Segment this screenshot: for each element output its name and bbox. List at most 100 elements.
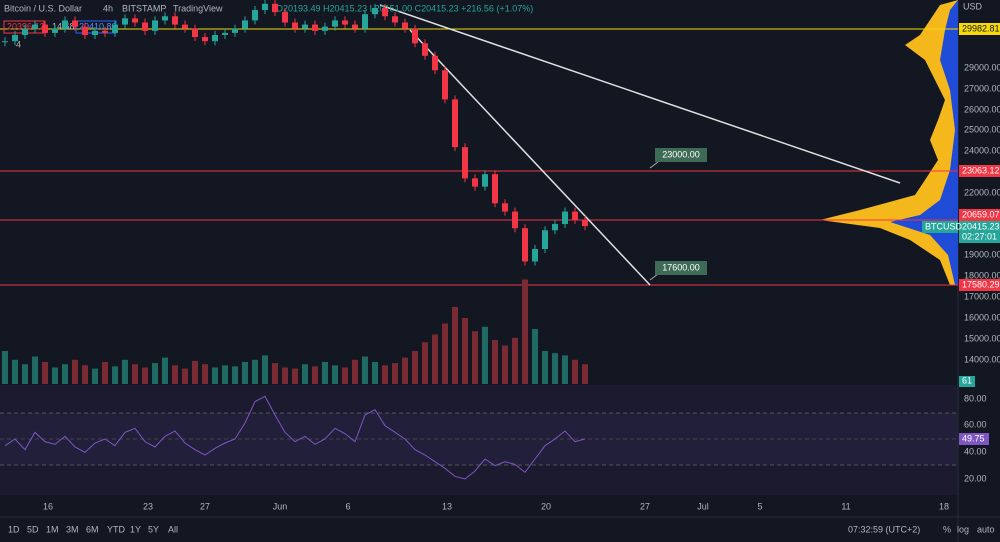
buy-price[interactable]: 20410.80 bbox=[79, 21, 117, 31]
time-tick: 5 bbox=[757, 501, 762, 511]
candle bbox=[222, 32, 228, 35]
volume-bar bbox=[202, 364, 208, 384]
rsi-tick: 20.00 bbox=[964, 473, 987, 483]
candle bbox=[272, 3, 278, 13]
range-button[interactable]: All bbox=[168, 524, 178, 534]
volume-bar bbox=[372, 362, 378, 384]
candle bbox=[362, 14, 368, 29]
volume-bar bbox=[512, 337, 518, 384]
candle bbox=[52, 28, 58, 33]
price-tick: 19000.00 bbox=[964, 249, 1000, 259]
price-tick: 29000.00 bbox=[964, 62, 1000, 72]
currency: USD bbox=[963, 1, 983, 11]
volume-bar bbox=[362, 356, 368, 384]
time-tick: 11 bbox=[841, 501, 850, 511]
exchange: BITSTAMP bbox=[122, 3, 166, 13]
rsi-tag-bg bbox=[959, 433, 989, 445]
rsi-tick: 80.00 bbox=[964, 393, 987, 403]
callout bbox=[649, 161, 659, 169]
price-tick: 27000.00 bbox=[964, 83, 1000, 93]
volume-bar bbox=[22, 364, 28, 384]
candle bbox=[322, 26, 328, 31]
candle bbox=[182, 24, 188, 29]
volume-bar bbox=[192, 360, 198, 384]
volume-bar bbox=[452, 307, 458, 384]
candle bbox=[282, 12, 288, 23]
range-button[interactable]: 1M bbox=[46, 524, 59, 534]
volume-bar bbox=[342, 367, 348, 384]
candle bbox=[202, 37, 208, 42]
candle bbox=[292, 22, 298, 29]
label-box bbox=[655, 148, 707, 162]
candle bbox=[212, 34, 218, 42]
price-tick: 15000.00 bbox=[964, 333, 1000, 343]
candle bbox=[312, 24, 318, 31]
range-button[interactable]: 5Y bbox=[148, 524, 159, 534]
volume-bar bbox=[272, 363, 278, 384]
volume-bar bbox=[92, 368, 98, 384]
sell-price[interactable]: 20396.12 bbox=[7, 21, 45, 31]
price-tag-bg bbox=[959, 279, 1000, 291]
candle bbox=[332, 20, 338, 27]
time-tick: 23 bbox=[143, 501, 153, 511]
volume-bar bbox=[172, 365, 178, 384]
candle bbox=[112, 24, 118, 33]
volume-bar bbox=[212, 367, 218, 384]
range-button[interactable]: 1Y bbox=[130, 524, 141, 534]
candle bbox=[72, 20, 78, 27]
candle bbox=[152, 20, 158, 31]
rsi-line bbox=[4, 395, 586, 480]
candle bbox=[352, 24, 358, 29]
price-tag: 23063.12 bbox=[962, 165, 1000, 175]
auto-toggle[interactable]: auto bbox=[977, 524, 995, 534]
candle bbox=[342, 20, 348, 25]
volume-tag-bg bbox=[959, 376, 975, 387]
candle bbox=[382, 7, 388, 17]
percent-toggle[interactable]: % bbox=[943, 524, 951, 534]
volume-bar bbox=[252, 359, 258, 384]
volume-bar bbox=[302, 364, 308, 384]
range-button[interactable]: 5D bbox=[27, 524, 39, 534]
candle bbox=[252, 10, 258, 21]
volume-bar bbox=[532, 329, 538, 384]
range-button[interactable]: 3M bbox=[66, 524, 79, 534]
price-tag-bg bbox=[959, 23, 1000, 35]
candle bbox=[82, 26, 88, 35]
volume-bar bbox=[72, 359, 78, 384]
price-tick: 16000.00 bbox=[964, 312, 1000, 322]
log-toggle[interactable]: log bbox=[957, 524, 969, 534]
volume-bar bbox=[82, 365, 88, 384]
price-tag-bg bbox=[959, 221, 1000, 233]
volume-bar bbox=[402, 357, 408, 384]
price-tick: 22000.00 bbox=[964, 187, 1000, 197]
volume-bar bbox=[422, 342, 428, 384]
clock: 07:32:59 (UTC+2) bbox=[848, 524, 920, 534]
volume-bar bbox=[102, 362, 108, 384]
candle bbox=[542, 230, 548, 249]
price-tag-bg bbox=[959, 209, 1000, 221]
volume-bar bbox=[132, 364, 138, 384]
time-tick: 18 bbox=[939, 501, 949, 511]
volume-bar bbox=[42, 362, 48, 384]
indicator-count[interactable]: 4 bbox=[16, 39, 21, 49]
volume-bar bbox=[312, 366, 318, 384]
range-button[interactable]: YTD bbox=[107, 524, 126, 534]
volume-bar bbox=[122, 359, 128, 384]
volume-bar bbox=[492, 340, 498, 384]
candle bbox=[92, 30, 98, 35]
candle bbox=[482, 174, 488, 187]
volume-bar bbox=[392, 363, 398, 384]
candle bbox=[472, 178, 478, 187]
candle bbox=[2, 41, 8, 43]
candle bbox=[302, 24, 308, 29]
volume-tag: 61 bbox=[962, 375, 972, 385]
candle bbox=[162, 16, 168, 21]
range-button[interactable]: 6M bbox=[86, 524, 99, 534]
candle bbox=[442, 70, 448, 100]
candle bbox=[522, 228, 528, 262]
price-tag: 02:27:01 bbox=[962, 231, 997, 241]
range-button[interactable]: 1D bbox=[8, 524, 20, 534]
symbol-tag-bg bbox=[922, 221, 958, 233]
price-tick: 25000.00 bbox=[964, 124, 1000, 134]
drawing-label: 17600.00 bbox=[662, 262, 700, 272]
